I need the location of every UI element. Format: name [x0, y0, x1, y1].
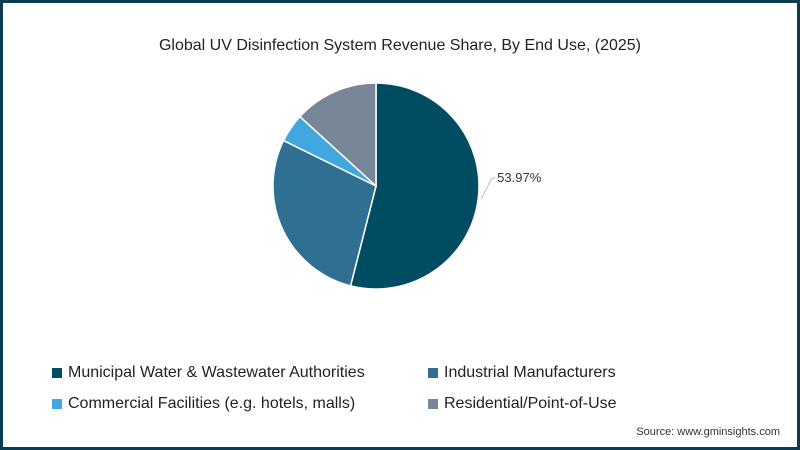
label-leader-line — [480, 176, 496, 200]
legend-label: Municipal Water & Wastewater Authorities — [68, 364, 365, 381]
legend-swatch — [52, 368, 62, 378]
legend-swatch — [428, 399, 438, 409]
legend-item: Municipal Water & Wastewater Authorities — [52, 364, 365, 382]
legend-item: Residential/Point-of-Use — [428, 395, 617, 413]
data-label: 53.97% — [497, 170, 542, 185]
legend-swatch — [52, 399, 62, 409]
legend-label: Residential/Point-of-Use — [444, 395, 617, 412]
legend-swatch — [428, 368, 438, 378]
pie-slice-3 — [298, 82, 377, 188]
legend-label: Industrial Manufacturers — [444, 364, 616, 381]
legend-item: Industrial Manufacturers — [428, 364, 616, 382]
legend-item: Commercial Facilities (e.g. hotels, mall… — [52, 395, 355, 413]
legend-label: Commercial Facilities (e.g. hotels, mall… — [68, 395, 356, 412]
source-note: Source: www.gminsights.com — [636, 426, 780, 438]
pie-slice-1 — [272, 139, 377, 287]
pie-slice-0 — [349, 82, 480, 290]
chart-title: Global UV Disinfection System Revenue Sh… — [158, 37, 641, 54]
